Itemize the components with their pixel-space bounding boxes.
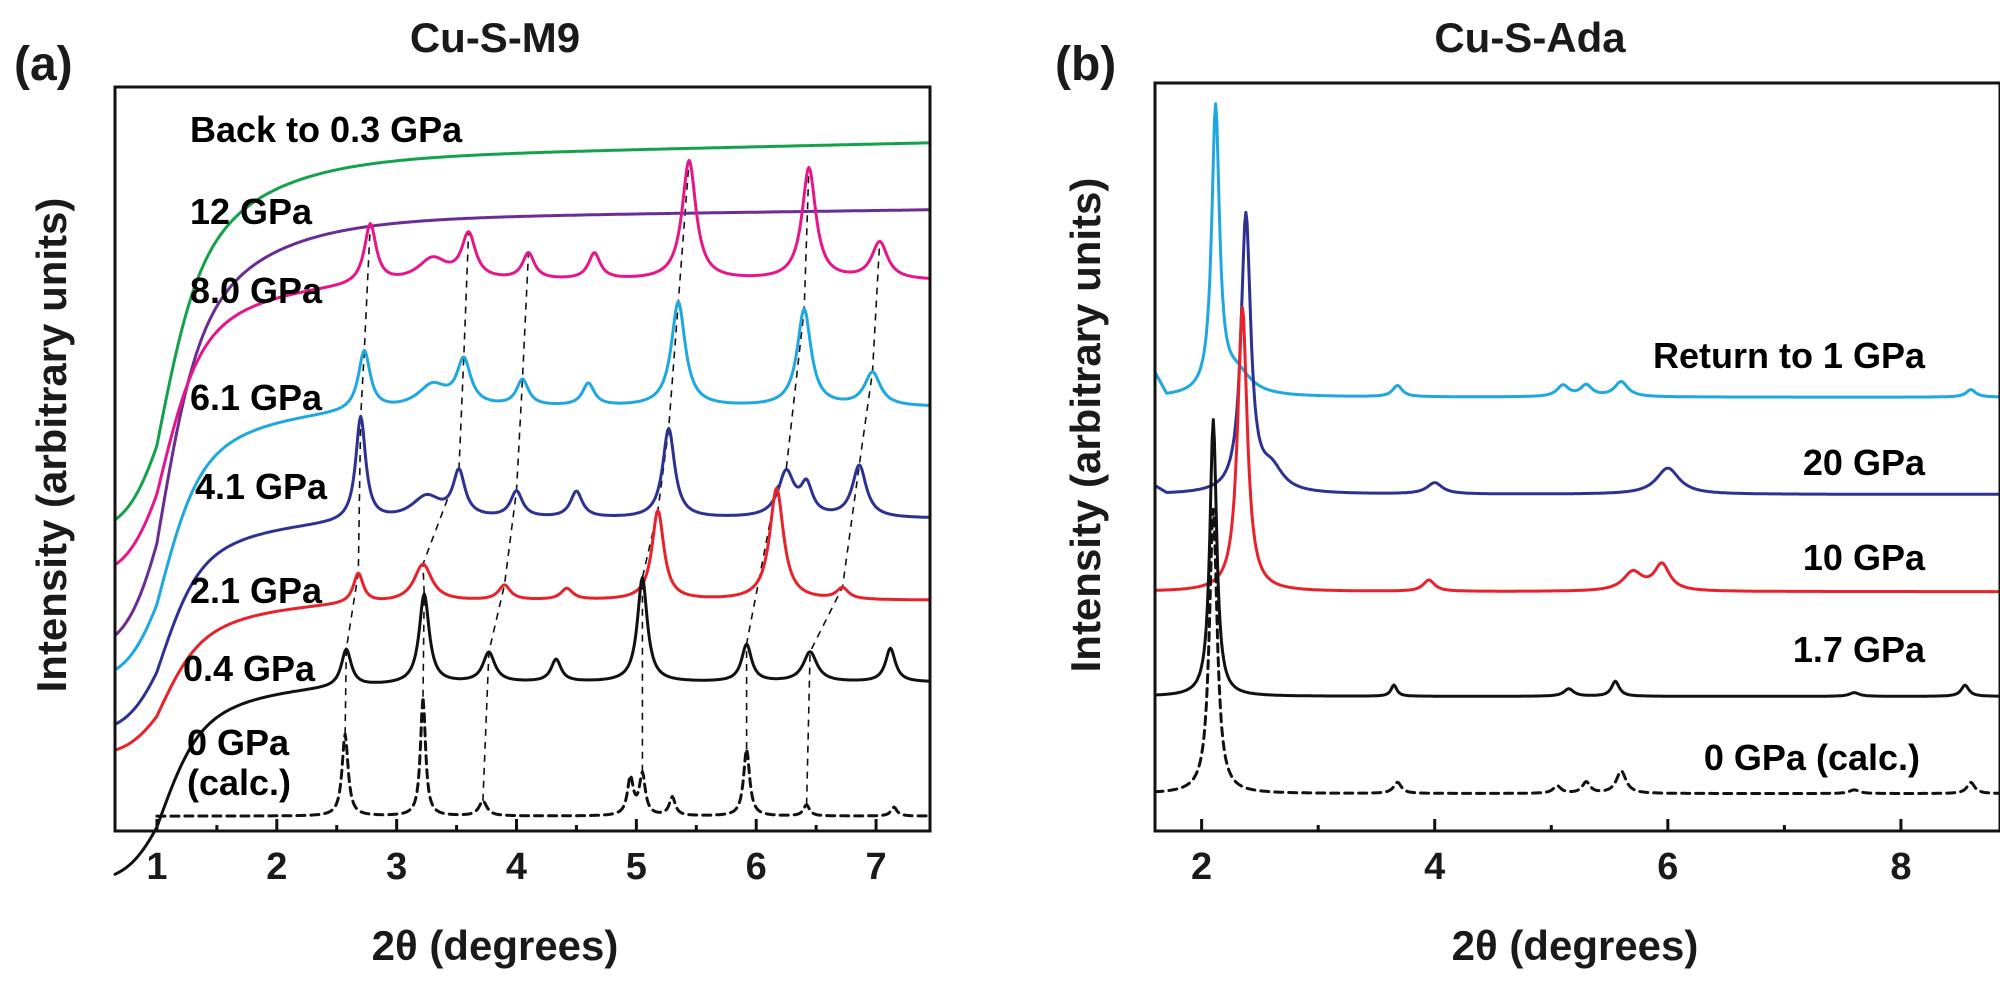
panel-b-x-tick-label-2: 2 — [1191, 846, 1212, 888]
panel-b-title: Cu-S-Ada — [1434, 14, 1626, 61]
panel-b-trace-20-gpa — [1153, 210, 2000, 496]
panel-a-trace-0-gpa-calc. — [155, 695, 932, 818]
panel-a-trace-2.1-gpa — [113, 486, 932, 752]
panel-a-label-0.4-gpa: 0.4 GPa — [183, 648, 316, 689]
panel-a-peak-guide-5 — [745, 167, 810, 749]
panel-b-x-axis-label: 2θ (degrees) — [1452, 922, 1699, 969]
panel-a-label-6.1-gpa: 6.1 GPa — [190, 377, 323, 418]
panel-b-trace-0-gpa-calc. — [1153, 507, 2000, 795]
panel-a-peak-guide-3 — [482, 252, 530, 801]
panel-a-label-8.0-gpa: 8.0 GPa — [190, 270, 323, 311]
panel-a-title: Cu-S-M9 — [410, 14, 580, 61]
panel-a-label-4.1-gpa: 4.1 GPa — [195, 466, 328, 507]
panel-b-x-tick-label-8: 8 — [1890, 846, 1911, 888]
panel-a-x-tick-label-6: 6 — [746, 846, 767, 888]
panel-a-label-2.1-gpa: 2.1 GPa — [190, 570, 323, 611]
panel-a-peak-guide-6 — [805, 241, 881, 805]
panel-b-label-10-gpa: 10 GPa — [1803, 537, 1926, 578]
panel-b-x-tick-label-4: 4 — [1424, 846, 1445, 888]
panel-a-x-tick-label-1: 1 — [146, 846, 167, 888]
panel-a-plot-frame — [113, 85, 932, 833]
panel-a-x-tick-label-3: 3 — [386, 846, 407, 888]
panel-a-letter: (a) — [14, 38, 73, 91]
panel-a-x-axis-label: 2θ (degrees) — [372, 922, 619, 969]
panel-b-trace-10-gpa — [1153, 305, 2000, 594]
panel-a: (a) Cu-S-M9 Intensity (arbitrary units) … — [14, 14, 932, 969]
panel-b-x-tick-label-6: 6 — [1657, 846, 1678, 888]
panel-a-x-tick-label-2: 2 — [266, 846, 287, 888]
panel-a-label-0-gpa-calc: 0 GPa (calc.) — [187, 722, 299, 803]
panel-a-trace-8.0-gpa — [113, 158, 932, 567]
panel-a-trace-back-to-0.3-gpa — [113, 141, 932, 522]
panel-b-y-axis-label: Intensity (arbitrary units) — [1062, 178, 1109, 673]
panel-b-letter: (b) — [1055, 38, 1116, 91]
panel-a-x-tick-label-5: 5 — [626, 846, 647, 888]
panel-a-y-axis-label: Intensity (arbitrary units) — [28, 198, 75, 693]
panel-a-x-ticks: 1 2 3 4 5 6 7 — [146, 819, 887, 888]
panel-b: (b) Cu-S-Ada Intensity (arbitrary units)… — [1055, 14, 2000, 969]
panel-b-label-1.7-gpa: 1.7 GPa — [1793, 629, 1926, 670]
panel-a-label-12-gpa: 12 GPa — [190, 191, 313, 232]
panel-a-trace-0.4-gpa — [113, 576, 932, 876]
panel-b-traces — [1153, 102, 2000, 795]
panel-b-plot-frame — [1153, 81, 2000, 833]
panel-b-label-0-gpa-calc: 0 GPa (calc.) — [1704, 737, 1920, 778]
panel-a-peak-guide-1 — [344, 223, 372, 735]
panel-b-trace-1.7-gpa — [1153, 418, 2000, 698]
panel-a-x-tick-label-7: 7 — [865, 846, 886, 888]
panel-a-x-tick-label-4: 4 — [506, 846, 527, 888]
panel-a-traces — [113, 141, 932, 876]
panel-b-label-return-to-1-gpa: Return to 1 GPa — [1653, 335, 1926, 376]
panel-b-trace-return-to-1-gpa — [1153, 102, 2000, 399]
panel-b-label-20-gpa: 20 GPa — [1803, 442, 1926, 483]
panel-b-x-ticks: 2 4 6 8 — [1191, 819, 1912, 888]
panel-a-peak-guide-2 — [422, 231, 470, 697]
panel-a-trace-6.1-gpa — [113, 300, 932, 672]
panel-a-trace-4.1-gpa — [113, 414, 932, 726]
panel-a-trace-12-gpa — [113, 208, 932, 637]
panel-a-label-back-to-0.3-gpa: Back to 0.3 GPa — [190, 109, 463, 150]
